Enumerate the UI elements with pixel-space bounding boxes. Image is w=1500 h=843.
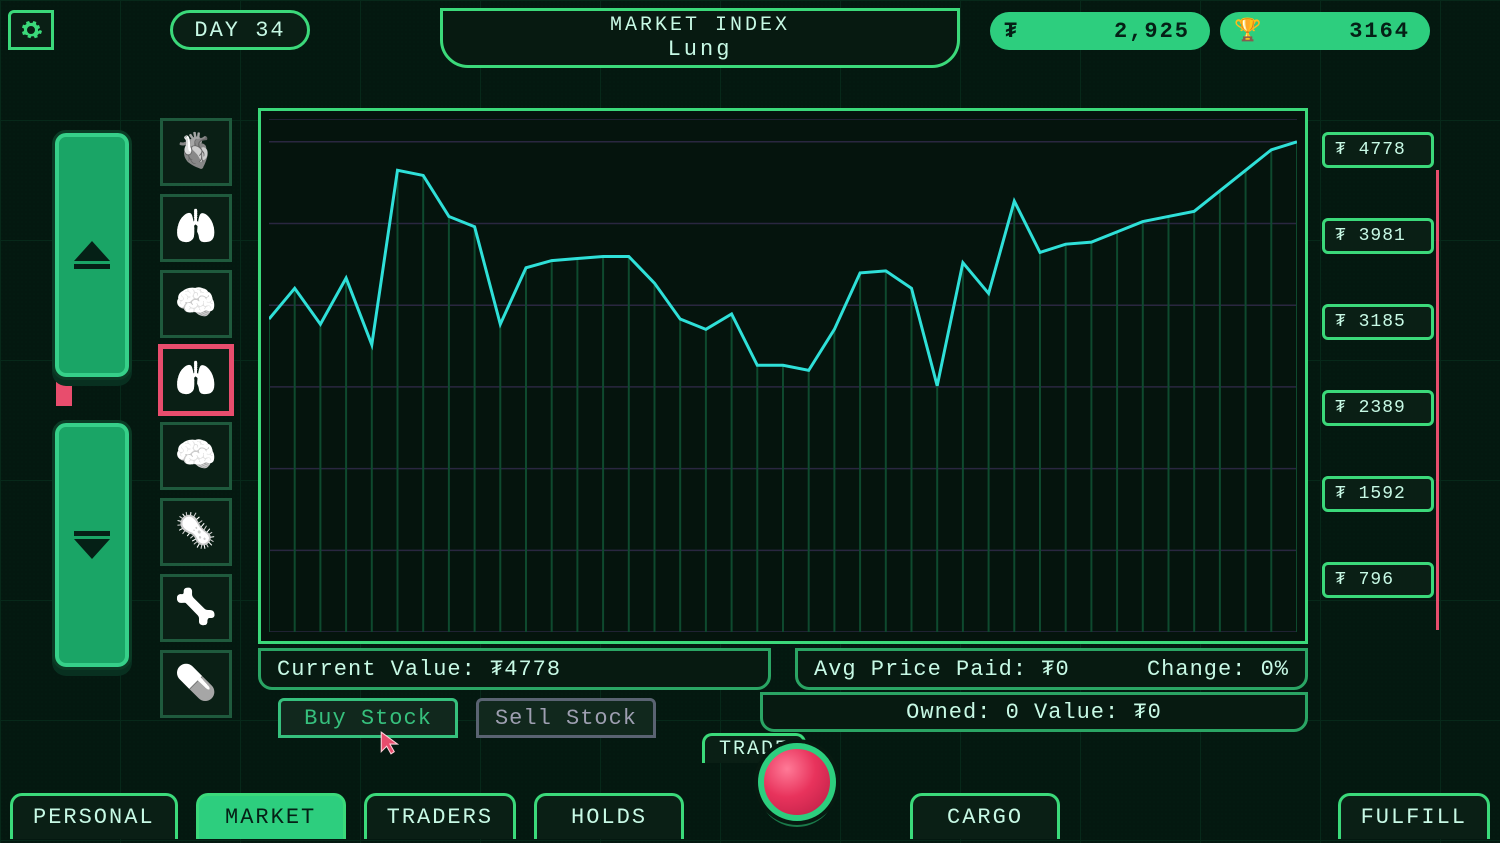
currency-icon: ₮: [1004, 19, 1019, 44]
y-tick-2389: ₮ 2389: [1322, 390, 1434, 426]
y-tick-1592: ₮ 1592: [1322, 476, 1434, 512]
organ-1-icon: 🫀: [175, 131, 217, 173]
index-item: Lung: [443, 37, 957, 62]
avg-change-box: Avg Price Paid: ₮0 Change: 0%: [795, 648, 1308, 690]
trade-button[interactable]: [758, 743, 836, 821]
buy-label: Buy Stock: [304, 706, 432, 731]
price-chart: [258, 108, 1308, 644]
organ-8[interactable]: 💊: [160, 650, 232, 718]
tab-holds[interactable]: HOLDS: [534, 793, 684, 839]
score-value: 3164: [1349, 19, 1410, 44]
organ-1[interactable]: 🫀: [160, 118, 232, 186]
day-counter: DAY 34: [170, 10, 310, 50]
tab-fulfill[interactable]: FULFILL: [1338, 793, 1490, 839]
avg-label: Avg Price Paid:: [814, 657, 1027, 682]
y-tick-4778: ₮ 4778: [1322, 132, 1434, 168]
tab-personal[interactable]: PERSONAL: [10, 793, 178, 839]
organ-5[interactable]: 🧠: [160, 422, 232, 490]
current-value-box: Current Value: ₮4778: [258, 648, 771, 690]
change-value: 0%: [1261, 657, 1289, 682]
owned-label: Owned: 0 Value: ₮0: [906, 700, 1162, 725]
money-value: 2,925: [1114, 19, 1190, 44]
tab-market[interactable]: MARKET: [196, 793, 346, 839]
organ-5-icon: 🧠: [175, 435, 217, 477]
owned-box: Owned: 0 Value: ₮0: [760, 692, 1308, 732]
trophy-icon: 🏆: [1234, 18, 1263, 44]
trophy-score: 🏆 3164: [1220, 12, 1430, 50]
settings-gear-icon[interactable]: [8, 10, 54, 50]
sell-label: Sell Stock: [495, 706, 637, 731]
tab-cargo[interactable]: CARGO: [910, 793, 1060, 839]
organ-2-icon: 🫁: [175, 207, 217, 249]
tab-traders[interactable]: TRADERS: [364, 793, 516, 839]
market-index-header: MARKET INDEX Lung: [440, 8, 960, 68]
money-display: ₮ 2,925: [990, 12, 1210, 50]
bottom-tabs: PERSONAL MARKET TRADERS HOLDS TRADE CARG…: [10, 787, 1490, 839]
current-value-label: Current Value:: [277, 657, 476, 682]
y-tick-3981: ₮ 3981: [1322, 218, 1434, 254]
y-tick-3185: ₮ 3185: [1322, 304, 1434, 340]
scroll-up-button[interactable]: [52, 130, 132, 380]
organ-2[interactable]: 🫁: [160, 194, 232, 262]
change-label: Change:: [1147, 657, 1246, 682]
organ-8-icon: 💊: [175, 663, 217, 705]
sell-stock-button[interactable]: Sell Stock: [476, 698, 656, 738]
scroll-down-button[interactable]: [52, 420, 132, 670]
organ-4-lung[interactable]: 🫁: [160, 346, 232, 414]
day-label: DAY 34: [194, 18, 285, 43]
organ-7[interactable]: 🦴: [160, 574, 232, 642]
index-title: MARKET INDEX: [443, 14, 957, 37]
organ-4-lung-icon: 🫁: [175, 359, 217, 401]
avg-value: ₮0: [1041, 657, 1069, 682]
buy-stock-button[interactable]: Buy Stock: [278, 698, 458, 738]
organ-6[interactable]: 🦠: [160, 498, 232, 566]
organ-3-icon: 🧠: [175, 283, 217, 325]
organ-6-icon: 🦠: [175, 511, 217, 553]
trade-cluster: TRADE: [702, 761, 892, 839]
organ-7-icon: 🦴: [175, 587, 217, 629]
y-tick-796: ₮ 796: [1322, 562, 1434, 598]
organ-3[interactable]: 🧠: [160, 270, 232, 338]
current-value: ₮4778: [490, 657, 561, 682]
